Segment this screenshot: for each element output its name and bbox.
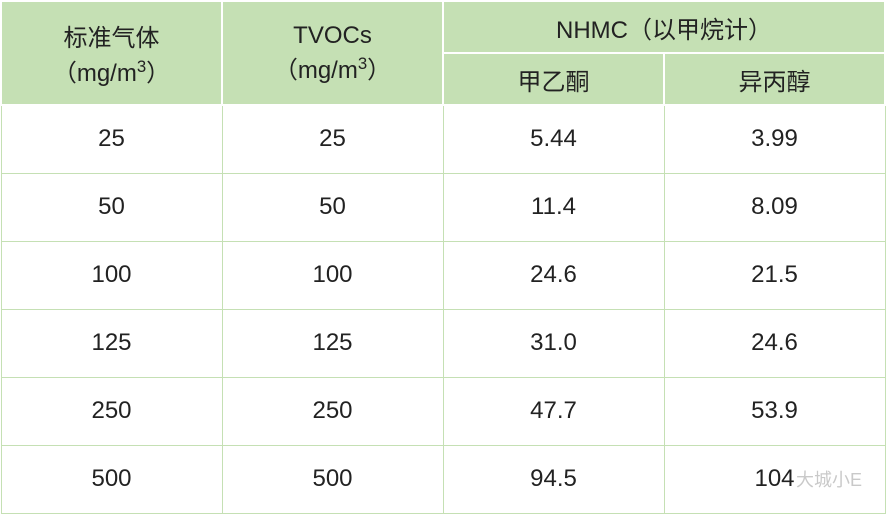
- cell-c4: 24.6: [664, 309, 885, 377]
- header-sub-mek: 甲乙酮: [443, 53, 664, 105]
- header-col1-line1: 标准气体: [64, 25, 160, 52]
- table-body: 25255.443.99505011.48.0910010024.621.512…: [1, 105, 885, 513]
- table-row: 10010024.621.5: [1, 241, 885, 309]
- table-row: 25255.443.99: [1, 105, 885, 173]
- cell-c4: 21.5: [664, 241, 885, 309]
- header-col-standard-gas: 标准气体 （mg/m3）: [1, 1, 222, 105]
- header-col-tvocs: TVOCs （mg/m3）: [222, 1, 443, 105]
- header-col2-line2-suffix: ）: [367, 57, 391, 84]
- cell-c1: 25: [1, 105, 222, 173]
- cell-c2: 50: [222, 173, 443, 241]
- cell-c3: 5.44: [443, 105, 664, 173]
- table-row: 12512531.024.6: [1, 309, 885, 377]
- header-col2-line1: TVOCs: [293, 22, 372, 49]
- table-header: 标准气体 （mg/m3） TVOCs （mg/m3） NHMC（以甲烷计） 甲乙…: [1, 1, 885, 105]
- table-row: 25025047.753.9: [1, 377, 885, 445]
- cell-c2: 125: [222, 309, 443, 377]
- cell-c1: 50: [1, 173, 222, 241]
- header-col1-line2-suffix: ）: [146, 60, 170, 87]
- cell-c1: 125: [1, 309, 222, 377]
- cell-c3: 31.0: [443, 309, 664, 377]
- cell-c4: 8.09: [664, 173, 885, 241]
- cell-c3: 94.5: [443, 445, 664, 513]
- header-sub-ipa: 异丙醇: [664, 53, 885, 105]
- cell-c4: 3.99: [664, 105, 885, 173]
- cell-c3: 11.4: [443, 173, 664, 241]
- data-table: 标准气体 （mg/m3） TVOCs （mg/m3） NHMC（以甲烷计） 甲乙…: [0, 0, 886, 514]
- cell-c1: 100: [1, 241, 222, 309]
- cell-c3: 24.6: [443, 241, 664, 309]
- header-col2-line2-prefix: （mg/m: [274, 57, 358, 84]
- header-group-nhmc: NHMC（以甲烷计）: [443, 1, 885, 53]
- cell-c3: 47.7: [443, 377, 664, 445]
- cell-c2: 250: [222, 377, 443, 445]
- cell-c2: 100: [222, 241, 443, 309]
- header-col1-sup: 3: [137, 57, 146, 76]
- header-col1-line2-prefix: （mg/m: [53, 60, 137, 87]
- cell-c2: 25: [222, 105, 443, 173]
- table-row: 50050094.5104: [1, 445, 885, 513]
- cell-c1: 250: [1, 377, 222, 445]
- cell-c2: 500: [222, 445, 443, 513]
- table-row: 505011.48.09: [1, 173, 885, 241]
- cell-c4: 104: [664, 445, 885, 513]
- header-col2-sup: 3: [358, 54, 367, 73]
- cell-c1: 500: [1, 445, 222, 513]
- cell-c4: 53.9: [664, 377, 885, 445]
- header-row-1: 标准气体 （mg/m3） TVOCs （mg/m3） NHMC（以甲烷计）: [1, 1, 885, 53]
